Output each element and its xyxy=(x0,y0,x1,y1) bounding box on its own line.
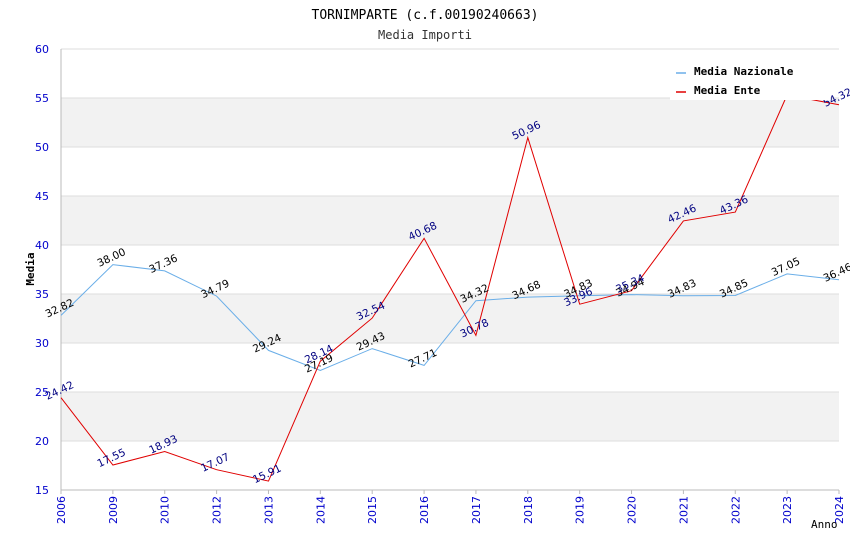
x-tick-label: 2010 xyxy=(159,496,172,524)
grid-band xyxy=(61,98,839,147)
x-tick-label: 2017 xyxy=(470,496,483,524)
axes xyxy=(60,49,840,494)
x-tick-label: 2016 xyxy=(418,496,431,524)
x-tick-label: 2014 xyxy=(314,496,327,524)
series-line-media-ente xyxy=(60,94,840,482)
x-tick-label: 2012 xyxy=(211,496,224,524)
data-label: 37.36 xyxy=(147,252,180,276)
x-tick-label: 2022 xyxy=(729,496,742,524)
data-label: 27.71 xyxy=(407,347,439,371)
legend: Media Nazionale Media Ente xyxy=(670,60,830,100)
y-tick-label: 60 xyxy=(35,43,49,56)
x-tick-label: 2009 xyxy=(107,496,120,524)
data-label: 17.55 xyxy=(95,447,127,471)
x-tick-labels: 2006 2009 2010 2012 2013 2014 2015 2016 2017 2018… xyxy=(55,496,846,524)
x-tick-label: 2021 xyxy=(677,496,690,524)
x-tick-label: 2015 xyxy=(366,496,379,524)
data-label: 36.46 xyxy=(822,261,850,285)
y-tick-label: 50 xyxy=(35,141,49,154)
chart-title: TORNIMPARTE (c.f.00190240663) xyxy=(312,8,539,23)
x-tick-label: 2019 xyxy=(574,496,587,524)
data-label: 17.07 xyxy=(199,451,231,475)
background-bands xyxy=(61,48,839,491)
x-tick-label: 2006 xyxy=(55,496,68,524)
chart-subtitle: Media Importi xyxy=(378,28,472,42)
y-tick-label: 35 xyxy=(35,288,49,301)
data-label: 15.91 xyxy=(251,463,283,487)
y-tick-label: 55 xyxy=(35,92,49,105)
legend-label-media-ente: Media Ente xyxy=(694,84,761,97)
legend-background xyxy=(670,60,830,100)
y-tick-label: 40 xyxy=(35,239,49,252)
y-tick-label: 45 xyxy=(35,190,49,203)
grid-band xyxy=(61,392,839,441)
series-line-media-nazionale xyxy=(60,264,840,372)
y-tick-label: 20 xyxy=(35,435,49,448)
y-tick-label: 30 xyxy=(35,337,49,350)
x-tick-label: 2024 xyxy=(833,496,846,524)
grid-band xyxy=(61,196,839,245)
x-tick-label: 2013 xyxy=(262,496,275,524)
legend-label-media-nazionale: Media Nazionale xyxy=(694,65,794,78)
x-axis-label: Anno xyxy=(811,518,838,531)
y-axis-label: Media xyxy=(24,252,37,285)
x-tick-label: 2018 xyxy=(522,496,535,524)
series-lines xyxy=(60,94,840,482)
y-tick-label: 15 xyxy=(35,484,49,497)
grid-band xyxy=(61,294,839,343)
y-tick-label: 25 xyxy=(35,386,49,399)
x-tick-label: 2023 xyxy=(781,496,794,524)
x-tick-label: 2020 xyxy=(626,496,639,524)
y-tick-labels: 15 20 25 30 35 40 45 50 55 60 xyxy=(35,43,49,497)
